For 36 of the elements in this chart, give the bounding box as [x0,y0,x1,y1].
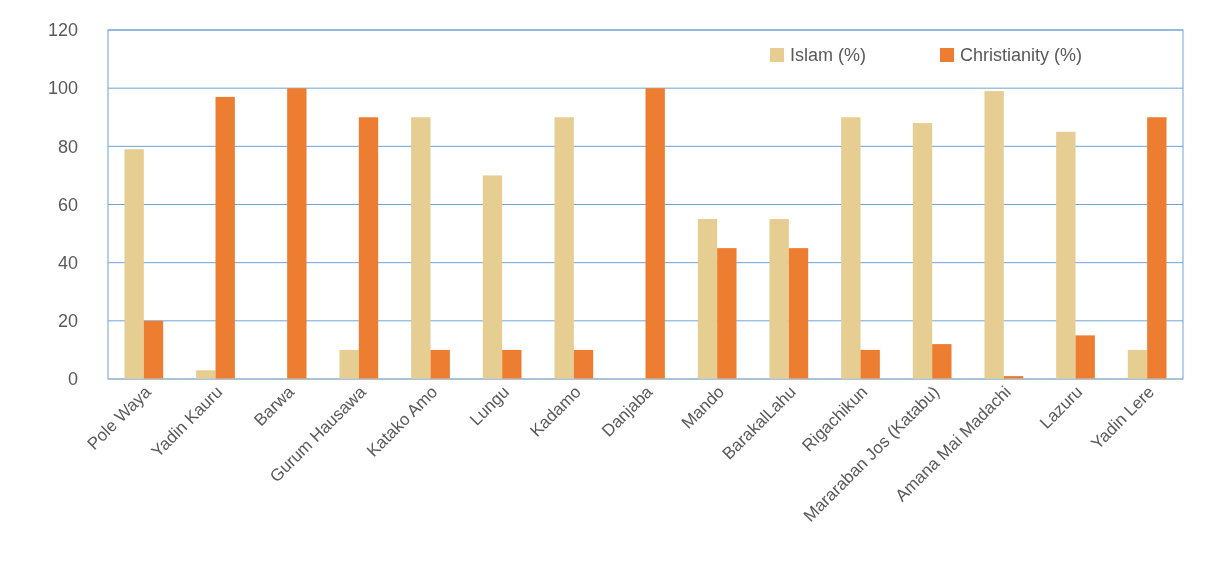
bar [339,349,359,379]
y-tick-label: 120 [47,20,78,41]
bar [196,370,216,379]
y-tick-label: 80 [57,136,78,157]
bar [984,91,1004,379]
bar [215,96,235,379]
bar [287,88,307,379]
bar [860,349,880,379]
bar [717,248,737,379]
bar [769,219,789,379]
bar [1075,335,1095,379]
bar [502,349,522,379]
bar [430,349,450,379]
bar [358,117,379,379]
y-tick-label: 0 [67,369,78,390]
bar [411,117,431,379]
bar [912,123,933,379]
y-tick-label: 100 [47,78,78,99]
bar [554,117,574,379]
y-tick-label: 40 [57,252,78,273]
y-tick-label: 60 [57,194,78,215]
bar [143,320,164,379]
bar [1147,117,1167,379]
y-tick-label: 20 [57,311,78,332]
bar [645,88,665,379]
legend-label: Islam (%) [790,45,866,66]
bar [124,149,144,379]
legend-label: Christianity (%) [960,45,1083,66]
bar [932,344,952,379]
bar [841,117,861,379]
bar [573,349,594,379]
bar [1056,131,1076,379]
bar [697,219,718,379]
bar [788,248,809,379]
bar [1127,349,1148,379]
bar [482,175,503,379]
